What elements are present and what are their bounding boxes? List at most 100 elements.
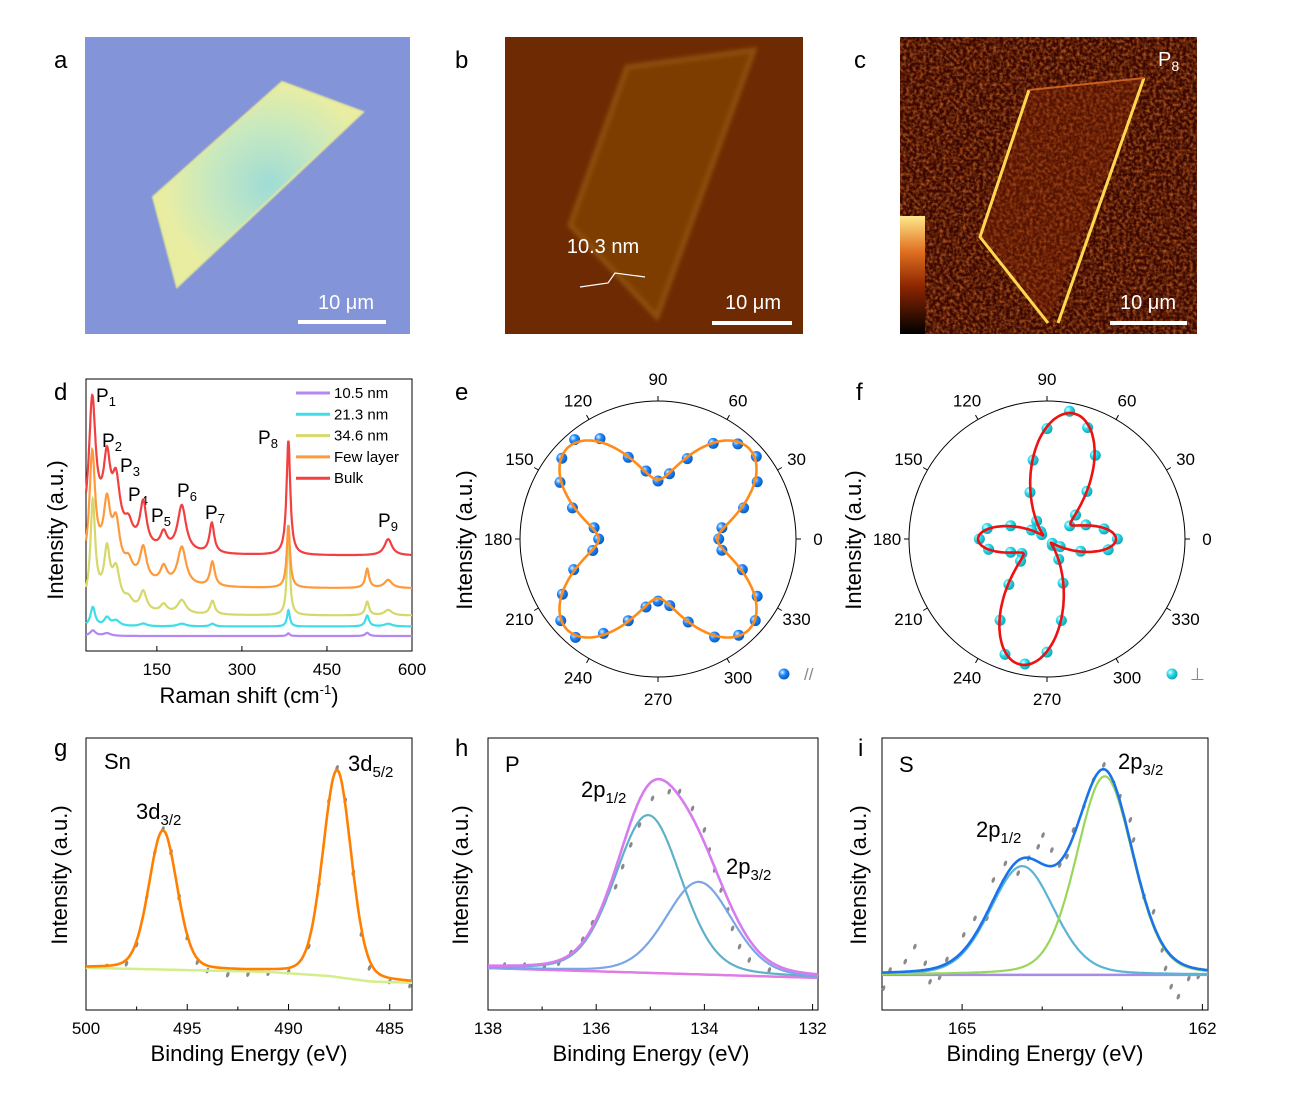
height-label: 10.3 nm	[567, 236, 639, 258]
data-point	[1065, 853, 1069, 860]
angle-tick	[922, 607, 928, 611]
data-point	[1064, 405, 1076, 417]
angle-tick-label: 330	[1171, 610, 1199, 629]
angle-tick-label: 210	[894, 610, 922, 629]
angle-tick	[726, 414, 730, 420]
angle-tick-label: 240	[564, 669, 592, 688]
angle-tick-label: 30	[1176, 450, 1195, 469]
data-point	[1128, 817, 1133, 823]
data-point	[716, 522, 728, 534]
fit-curve	[558, 439, 758, 639]
panel-f-polar-perpendicular: f Intensity (a.u.) ⊥ 0 30 60 90 120 150 180 210…	[841, 370, 1212, 709]
angle-tick-label: 90	[649, 370, 668, 389]
angle-tick	[586, 658, 590, 664]
peak-label-p5: P5	[151, 506, 171, 529]
data-point	[961, 932, 966, 938]
spectrum-34.6-nm	[84, 495, 412, 617]
panel-label-g: g	[54, 735, 67, 762]
x-tick-label: 165	[948, 1019, 976, 1038]
angle-tick-label: 60	[1118, 391, 1137, 410]
envelope-fit	[882, 768, 1208, 974]
angle-tick-label: 300	[1113, 669, 1141, 688]
x-tick-label: 485	[376, 1019, 404, 1038]
component-2	[882, 775, 1209, 976]
legend-label: 34.6 nm	[334, 428, 388, 445]
flake-edge-left	[978, 89, 1050, 324]
x-tick-label: 450	[313, 660, 341, 679]
angle-tick-label: 90	[1038, 370, 1057, 389]
data-point	[667, 788, 672, 795]
data-point	[730, 925, 735, 932]
peak-label-p9: P9	[378, 511, 398, 534]
y-axis-label: Intensity (a.u.)	[47, 805, 72, 944]
x-tick-label: 490	[274, 1019, 302, 1038]
y-axis-label: Intensity (a.u.)	[846, 805, 871, 944]
peak-labels: P1 P2 P3 P4 P5 P6 P7 P8 P9	[96, 386, 398, 534]
legend-marker	[778, 668, 790, 680]
plot-frame	[85, 378, 413, 652]
data-point	[903, 958, 908, 965]
polar-frame	[908, 400, 1186, 678]
data-point	[973, 533, 985, 545]
angle-tick-label: 330	[782, 610, 810, 629]
peak-label-p1: P1	[96, 386, 116, 409]
raman-map-noise	[900, 37, 1197, 334]
data-point	[588, 522, 600, 534]
angle-tick-label: 0	[813, 530, 822, 549]
map-label: P8	[1158, 49, 1179, 74]
data-point	[1016, 870, 1020, 877]
peak-label-2p32: 2p3/2	[726, 854, 771, 884]
data-point	[1102, 762, 1106, 768]
data-point	[650, 795, 655, 802]
element-label: S	[899, 752, 914, 777]
peak-label-2p12: 2p1/2	[581, 777, 626, 807]
data-point	[945, 956, 949, 963]
x-tick-label: 150	[143, 660, 171, 679]
data-point	[1036, 843, 1041, 850]
spectrum-10.5-nm	[85, 629, 412, 638]
data-point	[124, 960, 129, 967]
panel-e-polar-parallel: e Intensity (a.u.) // 0 30 60 90 120 150 180 21…	[452, 370, 823, 709]
flake-map-interior	[980, 78, 1144, 323]
x-axis-label: Raman shift (cm-1)	[159, 682, 338, 708]
peak-label-2p12: 2p1/2	[976, 817, 1021, 847]
angle-tick	[975, 414, 979, 420]
angle-tick	[726, 658, 730, 664]
x-tick-label: 138	[474, 1019, 502, 1038]
x-axis-label: Binding Energy (eV)	[553, 1041, 750, 1066]
data-point	[1163, 965, 1168, 972]
data-point	[913, 943, 917, 950]
angle-tick-label: 60	[729, 391, 748, 410]
scale-bar-label: 10 μm	[318, 292, 374, 314]
scale-bar-label: 10 μm	[725, 292, 781, 314]
panel-label-f: f	[856, 379, 863, 406]
envelope-fit	[488, 777, 819, 976]
data-point	[1064, 520, 1076, 532]
x-tick-label: 300	[228, 660, 256, 679]
element-label: Sn	[104, 749, 131, 774]
data-point	[991, 877, 996, 883]
panel-g-xps-sn: g Intensity (a.u.) Binding Energy (eV) S…	[47, 735, 413, 1066]
panel-label-b: b	[455, 47, 468, 74]
legend-label: ⊥	[1190, 665, 1205, 684]
data-point	[767, 967, 772, 973]
x-axis-label: Binding Energy (eV)	[151, 1041, 348, 1066]
panel-label-c: c	[854, 47, 866, 74]
x-tick-label: 500	[72, 1019, 100, 1038]
angle-tick	[586, 414, 590, 420]
data-point	[1176, 993, 1181, 1000]
angle-tick	[777, 607, 783, 611]
data-point	[1186, 975, 1191, 982]
x-tick-label: 132	[798, 1019, 826, 1038]
angle-tick	[777, 467, 783, 471]
peak-label-2p32: 2p3/2	[1118, 749, 1163, 779]
panel-b: b 10.3 nm 10 μm	[455, 37, 803, 334]
y-axis-label: Intensity (a.u.)	[448, 805, 473, 944]
background-line	[488, 966, 818, 980]
legend-label: Few layer	[334, 449, 399, 466]
data-point	[973, 915, 977, 922]
angle-tick	[1166, 607, 1172, 611]
data-point	[628, 842, 633, 848]
plot-frame	[487, 737, 819, 1011]
element-label: P	[505, 752, 520, 777]
